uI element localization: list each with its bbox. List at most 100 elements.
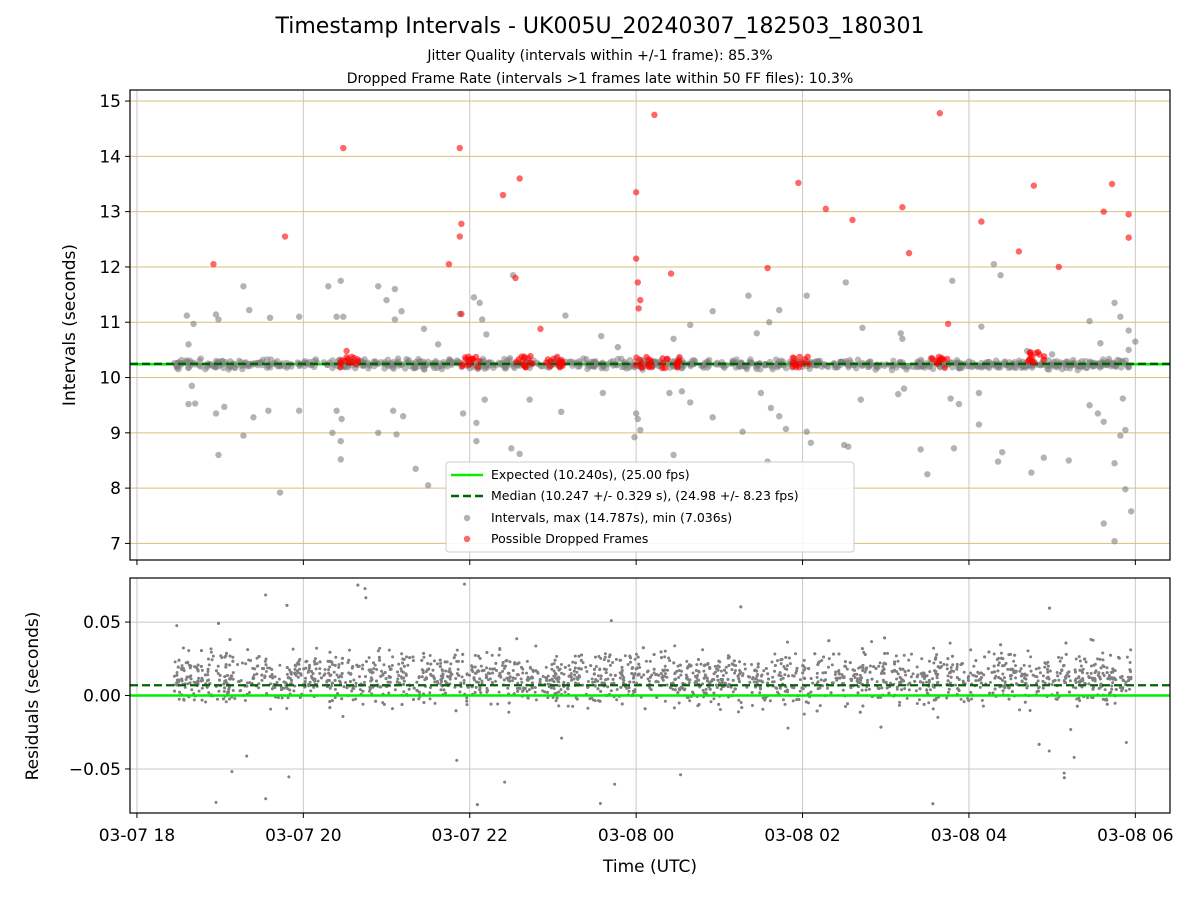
residual-point — [920, 657, 924, 661]
residual-point — [688, 699, 692, 703]
residual-point — [1103, 698, 1107, 702]
interval-point — [757, 389, 765, 397]
residual-point — [853, 676, 857, 680]
residual-point — [620, 665, 624, 669]
residual-point — [794, 671, 798, 675]
residual-point — [678, 663, 682, 667]
residual-point — [895, 687, 899, 691]
interval-point — [415, 355, 422, 363]
residual-point — [1110, 676, 1114, 680]
residuals-y-tick-label: 0.05 — [83, 613, 121, 633]
residual-point — [311, 672, 315, 676]
residual-point — [993, 670, 997, 674]
residual-point — [577, 654, 581, 658]
residual-point — [737, 680, 741, 684]
residual-point — [255, 664, 259, 668]
dropped-frame-point — [899, 204, 906, 211]
residual-point — [594, 678, 598, 682]
residual-point — [507, 710, 511, 714]
residual-point — [552, 686, 556, 690]
residual-point — [702, 691, 706, 695]
residual-point — [573, 666, 577, 670]
interval-point — [191, 400, 199, 407]
dropped-frame-point — [822, 205, 830, 213]
residual-point — [584, 665, 588, 669]
dropped-frame-point — [659, 364, 666, 372]
residual-point — [997, 675, 1001, 679]
residual-point — [263, 659, 267, 663]
residual-point — [393, 688, 397, 692]
residual-point — [231, 677, 235, 681]
residual-point — [243, 699, 247, 703]
residual-point — [766, 672, 770, 676]
residual-point — [995, 657, 999, 661]
residual-point — [460, 675, 464, 679]
residual-point — [364, 659, 368, 663]
dropped-frame-point — [537, 325, 544, 333]
residual-point — [566, 704, 570, 708]
residual-point — [666, 668, 670, 672]
residual-point — [772, 680, 776, 684]
residual-point — [697, 678, 701, 682]
residual-point — [433, 680, 437, 684]
residual-point — [776, 690, 780, 694]
residual-point — [474, 685, 478, 689]
residual-point — [286, 696, 290, 700]
intervals-y-tick-label: 13 — [99, 203, 121, 223]
interval-point — [178, 356, 185, 364]
residual-point — [312, 685, 316, 689]
dropped-frame-point — [458, 220, 465, 228]
residual-point — [251, 666, 255, 670]
residual-point — [740, 706, 744, 710]
interval-point — [670, 335, 677, 343]
interval-point — [739, 428, 746, 435]
residual-point — [882, 667, 886, 671]
residual-point — [481, 669, 485, 673]
interval-point — [333, 407, 340, 414]
residual-point — [955, 675, 959, 679]
interval-point — [947, 395, 954, 402]
residual-point — [945, 667, 949, 671]
residual-point — [978, 685, 982, 689]
residual-point — [448, 667, 452, 671]
residual-point — [340, 656, 344, 660]
interval-point — [895, 390, 902, 398]
residual-point — [611, 661, 615, 665]
residual-point — [816, 680, 820, 684]
residual-point — [573, 673, 577, 677]
residual-point — [428, 697, 432, 701]
residual-point — [516, 681, 520, 685]
residual-point — [843, 704, 847, 708]
residual-point — [739, 701, 743, 705]
residual-point — [792, 674, 796, 678]
interval-point — [1116, 357, 1123, 364]
residual-point — [1041, 686, 1045, 690]
x-tick-label: 03-07 20 — [265, 826, 341, 846]
residual-point — [1056, 674, 1060, 678]
residual-point — [619, 658, 623, 662]
residual-point — [333, 696, 337, 700]
residual-point — [893, 668, 897, 672]
residual-point — [1060, 668, 1064, 672]
residual-point — [406, 663, 410, 667]
residual-point — [954, 683, 958, 687]
residual-point — [750, 663, 754, 667]
residual-point — [264, 669, 268, 673]
residual-point — [223, 675, 227, 679]
residual-point — [440, 668, 444, 672]
residual-point — [276, 696, 280, 700]
residual-point — [428, 654, 432, 658]
residual-point — [613, 673, 617, 677]
residual-point — [574, 661, 578, 665]
legend-intervals-swatch — [463, 514, 471, 522]
interval-point — [706, 356, 713, 364]
residual-point — [660, 676, 664, 680]
residual-point — [569, 672, 573, 676]
residual-point — [506, 671, 510, 675]
residual-point — [786, 726, 790, 730]
residual-point — [763, 696, 767, 700]
residual-point — [665, 683, 669, 687]
residual-point — [186, 661, 190, 665]
residual-point — [922, 702, 926, 706]
residual-point — [399, 667, 403, 671]
